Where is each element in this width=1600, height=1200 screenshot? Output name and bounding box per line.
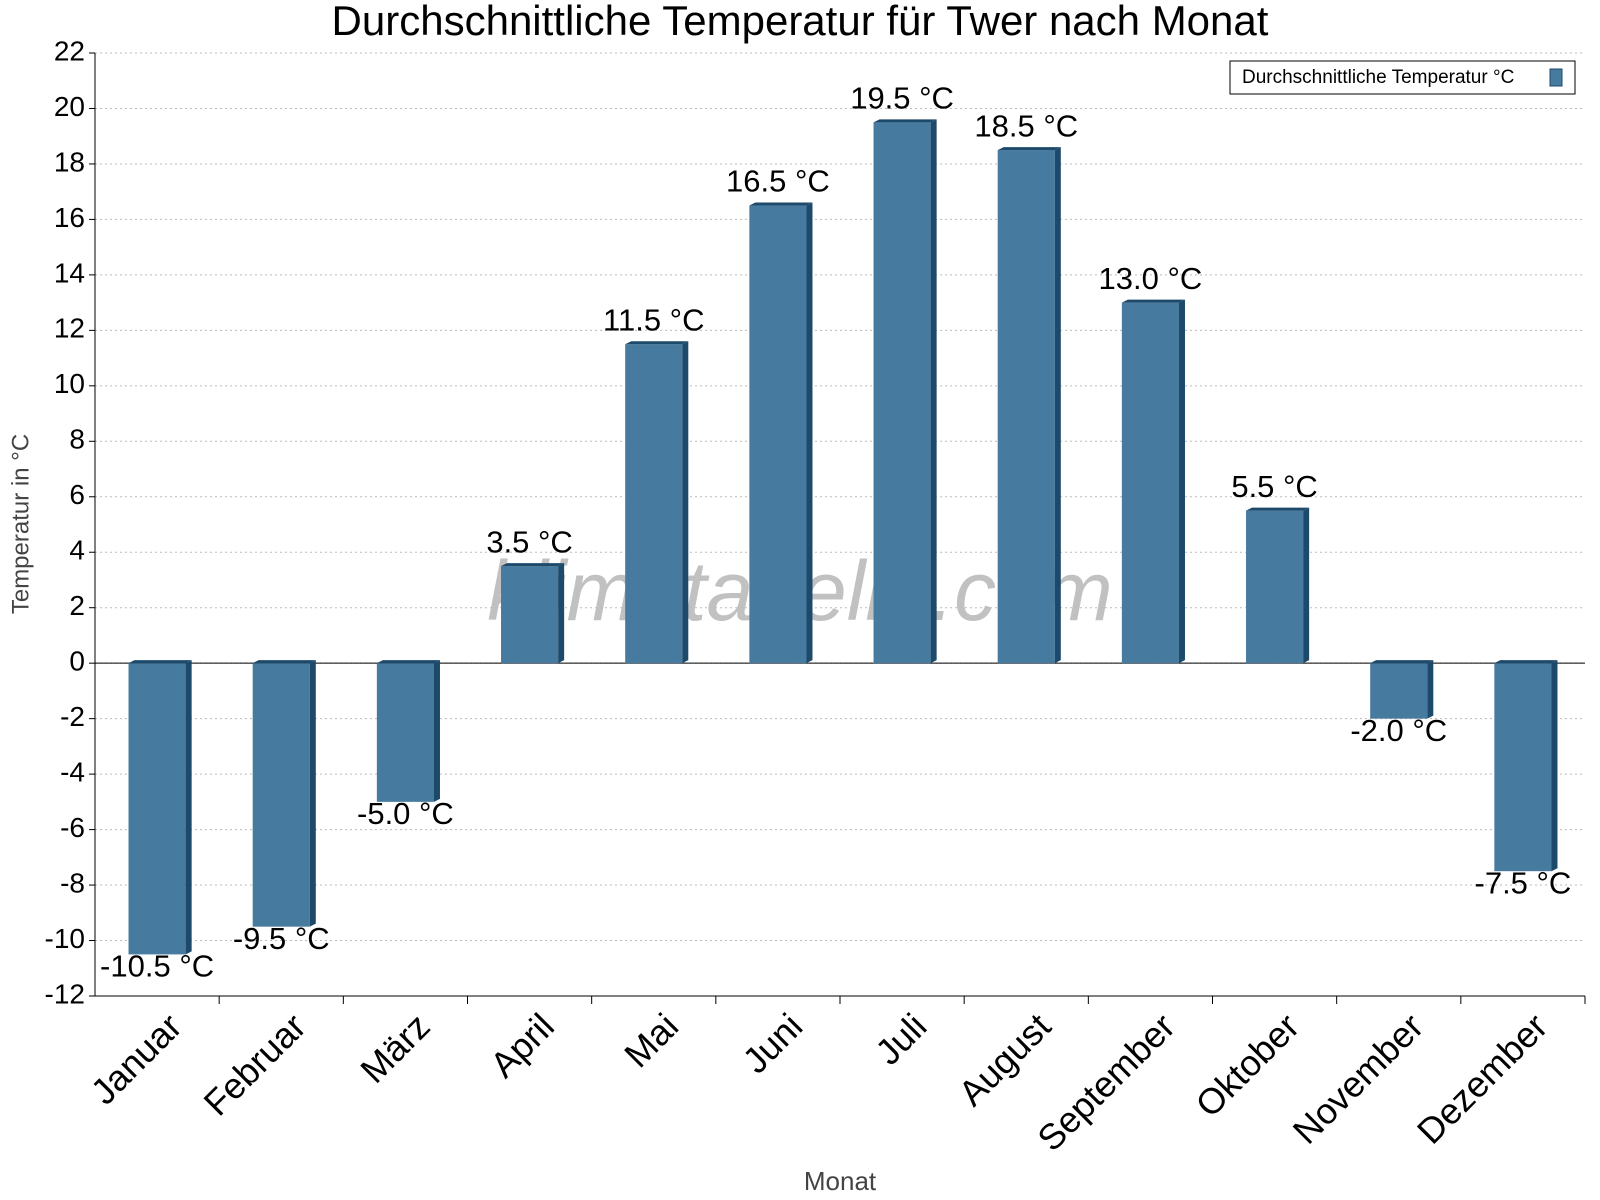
y-tick-label: -6 bbox=[60, 812, 85, 843]
bar-group bbox=[1246, 507, 1310, 664]
bar-side bbox=[1303, 507, 1310, 664]
bar-group bbox=[625, 341, 689, 664]
x-tick-label: April bbox=[482, 1005, 562, 1085]
bar bbox=[376, 663, 434, 802]
bar bbox=[1121, 302, 1179, 664]
bar-top bbox=[1494, 660, 1558, 664]
bar bbox=[1370, 663, 1428, 719]
x-tick-label: August bbox=[950, 1005, 1058, 1113]
y-tick-label: -2 bbox=[60, 701, 85, 732]
value-label: 18.5 °C bbox=[974, 108, 1078, 143]
legend-swatch bbox=[1549, 68, 1563, 87]
bar-group bbox=[997, 147, 1061, 664]
bar bbox=[252, 663, 310, 927]
bar bbox=[749, 205, 807, 664]
bar-top bbox=[1246, 507, 1310, 511]
bar-top bbox=[625, 341, 689, 345]
bar-top bbox=[128, 660, 192, 664]
bar-side bbox=[558, 563, 565, 664]
y-tick-label: 4 bbox=[69, 535, 85, 566]
bar-group bbox=[873, 119, 937, 664]
y-tick-label: 8 bbox=[69, 424, 85, 455]
bar-side bbox=[309, 660, 316, 927]
y-tick-label: -12 bbox=[45, 978, 85, 1009]
value-label: -9.5 °C bbox=[233, 921, 330, 956]
bar-side bbox=[1178, 299, 1185, 664]
bar bbox=[1494, 663, 1552, 872]
bar-side bbox=[1054, 147, 1061, 664]
value-label: -5.0 °C bbox=[357, 796, 454, 831]
bar-top bbox=[1121, 299, 1185, 303]
bar-group bbox=[376, 660, 440, 802]
bar-group bbox=[252, 660, 316, 927]
x-tick-label: November bbox=[1285, 1005, 1431, 1151]
bar bbox=[873, 122, 931, 664]
bar bbox=[1246, 510, 1304, 664]
value-label: 11.5 °C bbox=[603, 302, 704, 337]
y-tick-label: 18 bbox=[54, 146, 85, 177]
y-tick-label: 16 bbox=[54, 202, 85, 233]
y-tick-label: 22 bbox=[54, 35, 85, 66]
bar-side bbox=[1427, 660, 1434, 719]
value-label: -7.5 °C bbox=[1475, 865, 1572, 900]
bar-side bbox=[930, 119, 937, 664]
bar-top bbox=[501, 563, 565, 567]
x-tick-label: Oktober bbox=[1187, 1005, 1307, 1125]
bar bbox=[997, 150, 1055, 664]
legend-label: Durchschnittliche Temperatur °C bbox=[1242, 67, 1514, 88]
y-axis-label: Temperatur in °C bbox=[7, 434, 34, 614]
value-label: 16.5 °C bbox=[726, 164, 830, 199]
y-tick-label: 0 bbox=[69, 646, 85, 677]
y-tick-label: -4 bbox=[60, 757, 85, 788]
bar bbox=[501, 566, 559, 664]
x-tick-label: Mai bbox=[616, 1005, 686, 1075]
chart-title: Durchschnittliche Temperatur für Twer na… bbox=[332, 0, 1269, 44]
bar-side bbox=[433, 660, 440, 802]
bar-top bbox=[749, 202, 813, 206]
x-tick-label: Juli bbox=[867, 1005, 934, 1072]
value-label: 3.5 °C bbox=[486, 524, 573, 559]
bar-side bbox=[682, 341, 689, 664]
value-label: 5.5 °C bbox=[1231, 469, 1318, 504]
y-tick-label: 14 bbox=[54, 257, 85, 288]
bar-group bbox=[1121, 299, 1185, 664]
value-label: -2.0 °C bbox=[1350, 713, 1447, 748]
x-tick-label: März bbox=[352, 1005, 438, 1091]
y-tick-label: -8 bbox=[60, 867, 85, 898]
x-tick-label: Januar bbox=[83, 1005, 190, 1112]
bar-top bbox=[252, 660, 316, 664]
x-tick-label: Juni bbox=[735, 1005, 811, 1081]
bar bbox=[128, 663, 186, 955]
value-label: 13.0 °C bbox=[1099, 261, 1203, 296]
y-tick-label: 20 bbox=[54, 91, 85, 122]
bar-top bbox=[873, 119, 937, 123]
y-tick-label: -10 bbox=[45, 923, 85, 954]
y-tick-label: 12 bbox=[54, 313, 85, 344]
bar-top bbox=[376, 660, 440, 664]
x-axis-label: Monat bbox=[804, 1166, 877, 1196]
legend-box bbox=[1229, 60, 1576, 95]
bar-top bbox=[997, 147, 1061, 151]
bar-side bbox=[1551, 660, 1558, 872]
bar-group bbox=[501, 563, 565, 664]
y-tick-label: 2 bbox=[69, 590, 85, 621]
y-tick-label: 10 bbox=[54, 368, 85, 399]
bar-group bbox=[128, 660, 192, 955]
bar-group bbox=[1370, 660, 1434, 719]
bar-group bbox=[1494, 660, 1558, 872]
bar bbox=[625, 344, 683, 664]
bar-top bbox=[1370, 660, 1434, 664]
value-label: -10.5 °C bbox=[100, 949, 214, 984]
bar-side bbox=[806, 202, 813, 664]
x-tick-label: Dezember bbox=[1409, 1005, 1555, 1151]
bar-side bbox=[185, 660, 192, 955]
y-tick-label: 6 bbox=[69, 479, 85, 510]
bar-group bbox=[749, 202, 813, 664]
x-tick-label: Februar bbox=[196, 1005, 314, 1123]
value-label: 19.5 °C bbox=[850, 81, 954, 116]
